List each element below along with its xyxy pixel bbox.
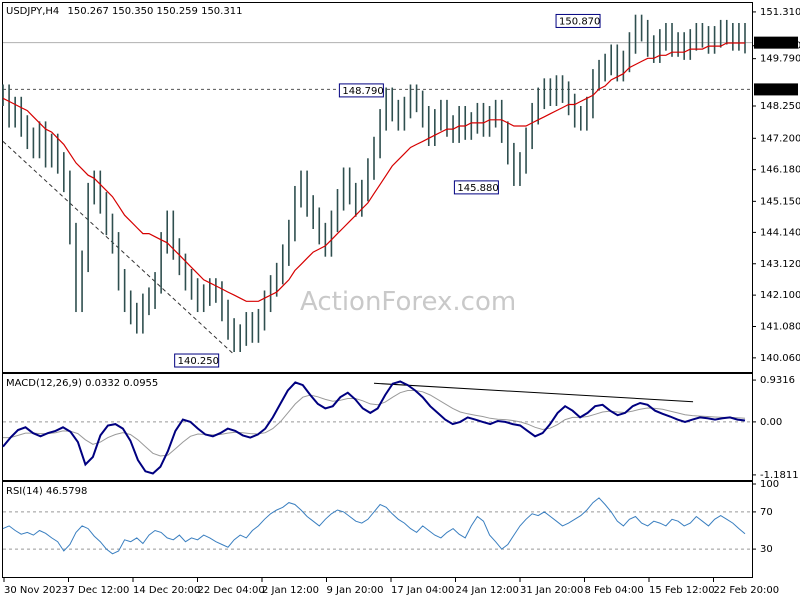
time-tick-label: 22 Dec 04:00 xyxy=(198,585,265,596)
price-tag-label: 150.311 xyxy=(757,39,798,50)
rsi-tick-label: 30 xyxy=(760,544,773,555)
price-annotation-label: 150.870 xyxy=(559,16,600,27)
time-tick-label: 8 Feb 04:00 xyxy=(585,585,644,596)
symbol: USDJPY,H4 xyxy=(6,6,59,17)
price-tag-label: 148.790 xyxy=(757,85,798,96)
rsi-label: RSI(14) 46.5798 xyxy=(6,486,87,497)
watermark: ActionForex.com xyxy=(300,287,516,317)
price-annotation-box xyxy=(174,353,220,368)
rsi-panel xyxy=(2,481,753,578)
price-tick-label: 151.310 xyxy=(760,7,800,18)
price-tick-label: 149.790 xyxy=(760,54,800,65)
price-tick-label: 146.180 xyxy=(760,165,800,176)
rsi-tick-label: 100 xyxy=(760,479,779,490)
price-annotation-box xyxy=(453,180,499,195)
time-tick-label: 9 Jan 20:00 xyxy=(327,585,384,596)
macd-label: MACD(12,26,9) 0.0332 0.0955 xyxy=(6,378,158,389)
rsi-series-layer xyxy=(2,497,752,555)
price-tick-label: 142.100 xyxy=(760,290,800,301)
ohlc-readout: 150.267 150.350 150.259 150.311 xyxy=(67,6,242,17)
macd-tick-label: 0.00 xyxy=(760,417,782,428)
price-tick-label: 143.120 xyxy=(760,259,800,270)
macd-trendline xyxy=(373,382,694,403)
macd-tick-label: 0.9316 xyxy=(760,375,795,386)
price-tick-label: 140.060 xyxy=(760,353,800,364)
rsi-line xyxy=(2,497,746,555)
time-tick-label: 15 Feb 12:00 xyxy=(649,585,715,596)
moving-average-line xyxy=(2,42,745,302)
price-annotation-label: 140.250 xyxy=(178,356,219,367)
time-tick-label: 2 Jan 12:00 xyxy=(262,585,319,596)
price-tick-label: 147.200 xyxy=(760,133,800,144)
price-annotation-box xyxy=(338,83,384,98)
price-tag-box xyxy=(754,36,798,49)
price-tag-box xyxy=(754,83,798,96)
time-tick-label: 24 Jan 12:00 xyxy=(456,585,519,596)
time-tick-label: 17 Jan 04:00 xyxy=(391,585,454,596)
time-tick-label: 30 Nov 2023 xyxy=(4,585,68,596)
price-series-layer: 150.870 148.790 145.880 140.250 xyxy=(2,13,752,368)
macd-series-layer xyxy=(2,380,752,475)
price-tick-label: 145.150 xyxy=(760,196,800,207)
price-annotation-label: 145.880 xyxy=(457,183,498,194)
rsi-tick-label: 70 xyxy=(760,507,773,518)
macd-panel xyxy=(2,373,753,481)
price-tick-label: 141.080 xyxy=(760,321,800,332)
macd-tick-label: -1.1811 xyxy=(760,470,799,481)
time-tick-label: 7 Dec 12:00 xyxy=(69,585,130,596)
macd-line xyxy=(2,380,746,475)
time-tick-label: 31 Jan 20:00 xyxy=(520,585,583,596)
price-annotation-label: 148.790 xyxy=(342,86,383,97)
time-tick-label: 14 Dec 20:00 xyxy=(133,585,200,596)
symbol-label: USDJPY,H4 150.267 150.350 150.259 150.31… xyxy=(6,6,242,17)
price-tick-label: 144.140 xyxy=(760,227,800,238)
price-tick-label: 148.250 xyxy=(760,101,800,112)
time-tick-label: 22 Feb 20:00 xyxy=(714,585,780,596)
price-annotation-box xyxy=(555,13,601,28)
price-panel xyxy=(2,2,753,373)
axis-layer: 151.310150.210149.790148.250147.200146.1… xyxy=(3,7,800,596)
